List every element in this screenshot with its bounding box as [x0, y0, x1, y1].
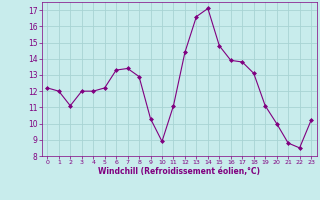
X-axis label: Windchill (Refroidissement éolien,°C): Windchill (Refroidissement éolien,°C): [98, 167, 260, 176]
